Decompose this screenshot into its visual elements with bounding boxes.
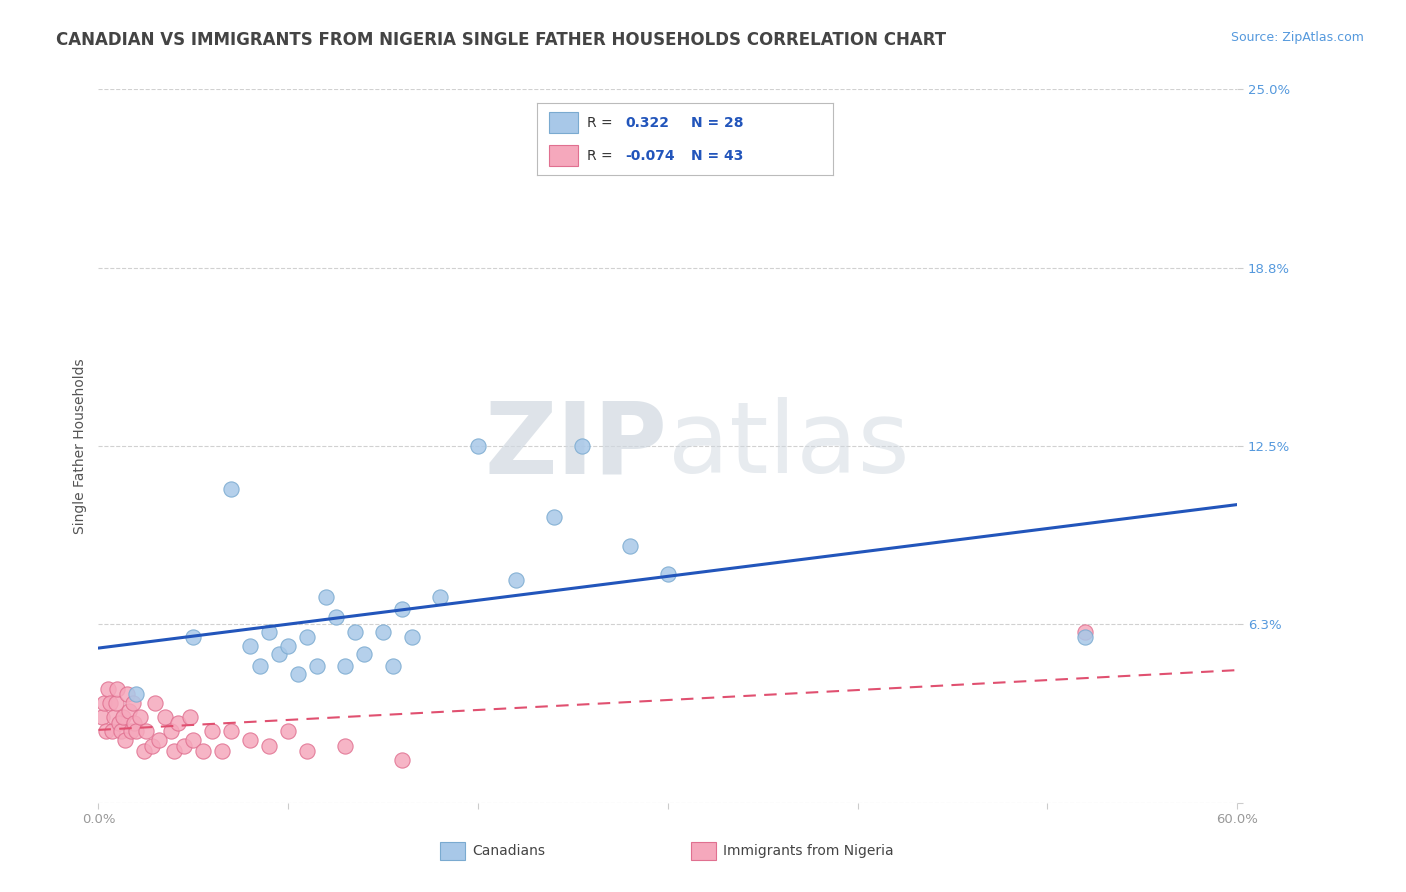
Text: Immigrants from Nigeria: Immigrants from Nigeria [723,845,893,858]
Point [98,696,121,710]
Point [125,687,148,701]
Point [132,744,155,758]
Point [543,510,565,524]
Point [104,696,127,710]
Text: atlas: atlas [668,398,910,494]
Text: Source: ZipAtlas.com: Source: ZipAtlas.com [1230,31,1364,45]
Text: CANADIAN VS IMMIGRANTS FROM NIGERIA SINGLE FATHER HOUSEHOLDS CORRELATION CHART: CANADIAN VS IMMIGRANTS FROM NIGERIA SING… [56,31,946,49]
Point [277,724,299,739]
Point [159,724,181,739]
Point [259,624,281,639]
Point [343,624,366,639]
Point [107,681,129,696]
Point [120,724,142,739]
Point [141,739,163,753]
Point [371,624,394,639]
Point [125,724,148,739]
Point [381,658,404,673]
Point [259,739,281,753]
FancyBboxPatch shape [440,842,465,860]
Point [657,567,679,582]
Point [221,724,243,739]
Point [114,733,136,747]
Point [163,744,186,758]
Point [1074,630,1097,644]
Point [619,539,641,553]
Point [297,630,319,644]
Point [353,648,375,662]
Point [91,710,114,724]
Point [179,710,201,724]
Point [173,739,195,753]
Point [183,630,205,644]
Point [571,439,593,453]
Point [391,601,413,615]
Point [115,687,138,701]
Point [103,710,125,724]
Point [335,739,357,753]
Point [267,648,290,662]
Point [391,753,413,767]
Point [145,696,167,710]
Point [191,744,214,758]
Point [201,724,224,739]
Point [249,658,271,673]
Point [211,744,233,758]
Point [401,630,423,644]
Point [108,715,131,730]
Point [239,639,262,653]
Point [112,710,135,724]
Text: Canadians: Canadians [472,845,546,858]
Point [239,733,262,747]
Point [100,724,122,739]
Point [167,715,190,730]
Point [110,724,132,739]
Point [124,715,146,730]
Point [153,710,176,724]
FancyBboxPatch shape [690,842,716,860]
Y-axis label: Single Father Households: Single Father Households [73,359,87,533]
Point [429,591,451,605]
Point [467,439,489,453]
Point [335,658,357,673]
Point [183,733,205,747]
Point [1074,624,1097,639]
Point [221,482,243,496]
Point [129,710,152,724]
Point [325,610,347,624]
Point [277,639,299,653]
Point [315,591,337,605]
Point [287,667,309,681]
Point [93,696,115,710]
Point [148,733,170,747]
Point [94,724,117,739]
Point [305,658,328,673]
Point [505,573,527,587]
Text: ZIP: ZIP [485,398,668,494]
Point [297,744,319,758]
Point [118,705,141,719]
Point [121,696,143,710]
Point [135,724,157,739]
Point [97,681,120,696]
